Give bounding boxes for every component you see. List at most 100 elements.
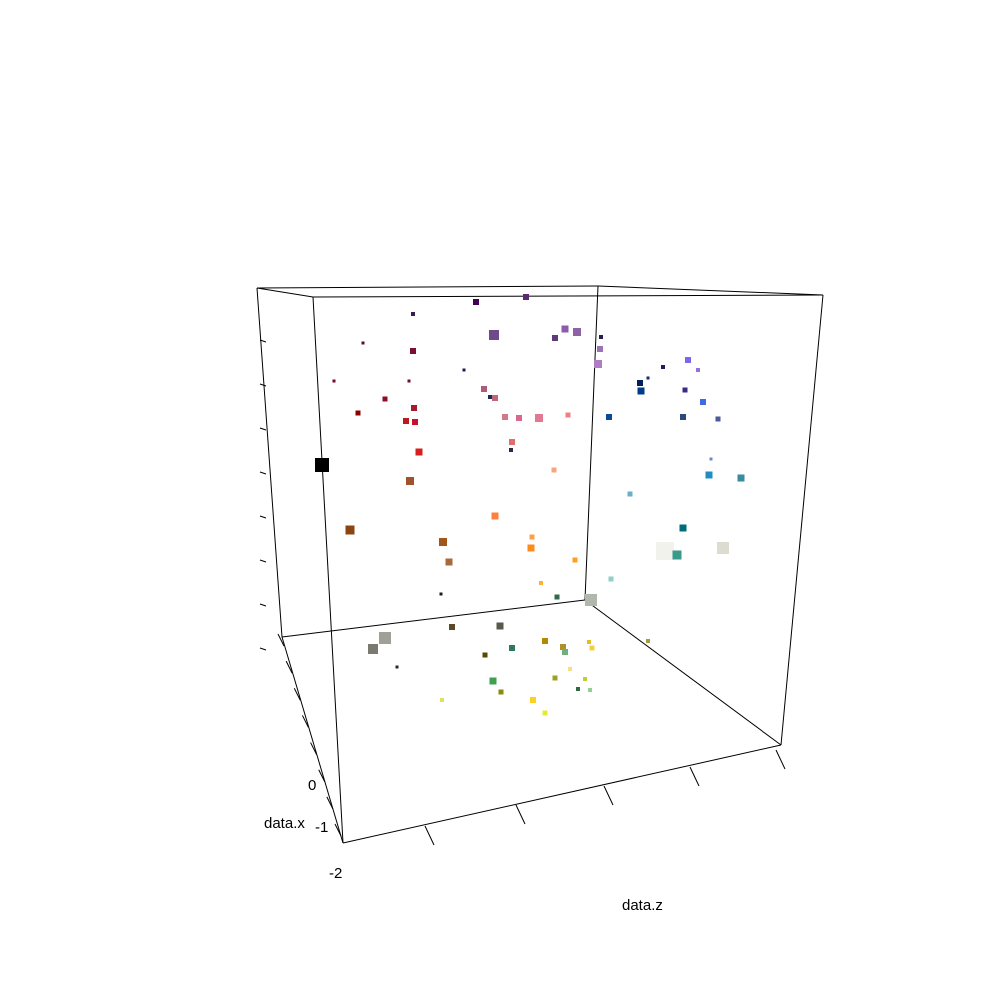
data-point bbox=[527, 544, 535, 552]
data-point bbox=[509, 448, 513, 452]
data-point bbox=[509, 645, 515, 651]
data-point bbox=[696, 368, 700, 372]
box-edge bbox=[256, 285, 599, 289]
data-point bbox=[542, 710, 548, 716]
data-point bbox=[379, 632, 391, 644]
axis-tick bbox=[515, 804, 526, 825]
data-point bbox=[551, 467, 557, 473]
box-edge bbox=[780, 294, 824, 746]
axis-tick bbox=[293, 688, 301, 701]
x-tick-label: -2 bbox=[329, 865, 342, 882]
data-point bbox=[552, 335, 558, 341]
axis-tick bbox=[318, 769, 326, 782]
data-point bbox=[410, 348, 416, 354]
data-point bbox=[587, 640, 591, 644]
data-point bbox=[554, 594, 560, 600]
data-point bbox=[700, 399, 706, 405]
data-point bbox=[516, 415, 522, 421]
data-point bbox=[498, 689, 504, 695]
data-point bbox=[552, 675, 558, 681]
axis-tick bbox=[259, 515, 267, 519]
data-point bbox=[737, 474, 745, 482]
data-point bbox=[523, 294, 529, 300]
data-point bbox=[717, 542, 729, 554]
data-point bbox=[368, 644, 378, 654]
data-point bbox=[568, 667, 572, 671]
data-point bbox=[646, 376, 650, 380]
data-point bbox=[589, 645, 595, 651]
data-point bbox=[672, 550, 682, 560]
box-edge bbox=[312, 296, 344, 844]
data-point bbox=[411, 312, 415, 316]
data-point bbox=[656, 542, 674, 560]
box-edge bbox=[281, 599, 586, 638]
data-point bbox=[439, 592, 443, 596]
data-point bbox=[412, 419, 418, 425]
data-point bbox=[315, 458, 329, 472]
data-point bbox=[627, 491, 633, 497]
axis-tick bbox=[334, 823, 342, 837]
data-point bbox=[646, 639, 650, 643]
data-point bbox=[542, 638, 548, 644]
data-point bbox=[573, 328, 581, 336]
data-point bbox=[585, 594, 597, 606]
data-points bbox=[315, 294, 745, 716]
box-edge bbox=[584, 599, 782, 746]
data-point bbox=[440, 698, 444, 702]
x-tick-label: 0 bbox=[308, 777, 316, 794]
data-point bbox=[345, 525, 355, 535]
data-point bbox=[491, 512, 499, 520]
data-point bbox=[599, 335, 603, 339]
axis-ticks bbox=[259, 339, 786, 846]
data-point bbox=[473, 299, 479, 305]
data-point bbox=[481, 386, 487, 392]
data-point bbox=[679, 524, 687, 532]
data-point bbox=[492, 395, 498, 401]
data-point bbox=[588, 688, 592, 692]
data-point bbox=[539, 581, 543, 585]
data-point bbox=[415, 448, 423, 456]
data-point bbox=[535, 414, 543, 422]
data-point bbox=[637, 380, 643, 386]
data-point bbox=[682, 387, 688, 393]
data-point bbox=[502, 414, 508, 420]
box-edge bbox=[584, 285, 599, 601]
data-point bbox=[594, 360, 602, 368]
axis-tick bbox=[259, 559, 267, 563]
data-point bbox=[705, 471, 713, 479]
data-point bbox=[709, 457, 713, 461]
data-point bbox=[597, 346, 603, 352]
data-point bbox=[449, 624, 455, 630]
data-point bbox=[608, 576, 614, 582]
data-point bbox=[407, 379, 411, 383]
box-edge bbox=[597, 285, 824, 296]
data-point bbox=[680, 414, 686, 420]
data-point bbox=[382, 396, 388, 402]
data-point bbox=[583, 677, 587, 681]
axis-tick bbox=[259, 427, 267, 431]
axis-tick bbox=[775, 749, 786, 770]
data-point bbox=[445, 558, 453, 566]
box-edge bbox=[256, 287, 314, 298]
axis-tick bbox=[326, 796, 334, 810]
data-point bbox=[496, 622, 504, 630]
data-point bbox=[685, 357, 691, 363]
axis-tick bbox=[285, 660, 293, 674]
axis-tick bbox=[424, 825, 435, 846]
data-point bbox=[561, 325, 569, 333]
x-tick-label: -1 bbox=[315, 819, 328, 836]
data-point bbox=[509, 439, 515, 445]
data-point bbox=[439, 538, 447, 546]
axis-tick bbox=[259, 471, 267, 475]
data-point bbox=[562, 649, 568, 655]
data-point bbox=[565, 412, 571, 418]
data-point bbox=[715, 416, 721, 422]
data-point bbox=[661, 365, 665, 369]
data-point bbox=[361, 341, 365, 345]
axis-tick bbox=[301, 715, 309, 728]
data-point bbox=[489, 330, 499, 340]
z-axis-label: data.z bbox=[622, 897, 663, 914]
box-edge bbox=[256, 287, 283, 638]
axis-tick bbox=[259, 603, 267, 607]
